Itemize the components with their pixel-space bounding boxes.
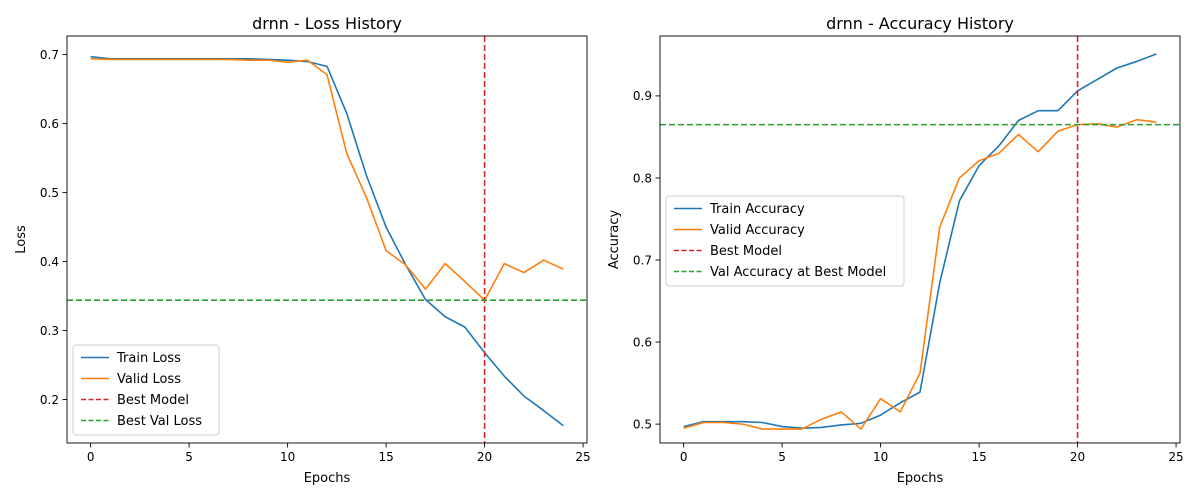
y-tick-label: 0.5	[633, 417, 652, 431]
y-tick-label: 0.9	[633, 89, 652, 103]
x-tick-label: 5	[185, 450, 193, 464]
x-tick-label: 0	[680, 450, 688, 464]
axes-frame	[659, 35, 1181, 444]
x-tick-label: 10	[873, 450, 888, 464]
axes-frame	[66, 35, 588, 444]
chart-0: drnn - Loss History 0 5 10 15 20 25 0.2 0.3 0.4 0.…	[14, 14, 591, 486]
legend-label: Train Accuracy	[709, 202, 805, 217]
legend-label: Val Accuracy at Best Model	[710, 265, 886, 280]
legend: Train Loss Valid Loss Best Model Best Val L…	[72, 344, 220, 436]
y-tick-label: 0.6	[40, 117, 59, 131]
legend-label: Valid Loss	[117, 372, 181, 387]
x-tick-label: 25	[1168, 450, 1183, 464]
x-tick-label: 0	[87, 450, 95, 464]
y-tick-label: 0.5	[40, 186, 59, 200]
chart-title: drnn - Loss History	[252, 14, 402, 33]
legend-label: Valid Accuracy	[710, 223, 805, 238]
x-tick-label: 5	[778, 450, 786, 464]
legend-label: Best Val Loss	[117, 414, 202, 429]
legend-box	[665, 195, 905, 287]
legend: Train Accuracy Valid Accuracy Best Model Va…	[665, 195, 905, 287]
x-tick-label: 10	[280, 450, 295, 464]
legend-box	[72, 344, 220, 436]
y-tick-label: 0.4	[40, 255, 59, 269]
x-axis-label: Epochs	[304, 471, 351, 486]
chart-1: drnn - Accuracy History 0 5 10 15 20 25 0.5 0.6 0…	[607, 14, 1184, 486]
legend-label: Best Model	[117, 393, 189, 408]
x-tick-label: 15	[971, 450, 986, 464]
y-tick-label: 0.7	[633, 253, 652, 267]
legend-label: Train Loss	[116, 351, 181, 366]
x-tick-label: 20	[1070, 450, 1085, 464]
x-tick-label: 15	[378, 450, 393, 464]
x-axis-label: Epochs	[897, 471, 944, 486]
y-tick-label: 0.7	[40, 48, 59, 62]
legend-label: Best Model	[710, 244, 782, 259]
x-tick-label: 20	[477, 450, 492, 464]
chart-title: drnn - Accuracy History	[826, 14, 1014, 33]
x-tick-label: 25	[575, 450, 590, 464]
y-tick-label: 0.6	[633, 335, 652, 349]
y-tick-label: 0.8	[633, 171, 652, 185]
y-tick-label: 0.2	[40, 393, 59, 407]
y-axis-label: Loss	[14, 225, 29, 254]
y-axis-label: Accuracy	[607, 210, 622, 270]
y-tick-label: 0.3	[40, 324, 59, 338]
